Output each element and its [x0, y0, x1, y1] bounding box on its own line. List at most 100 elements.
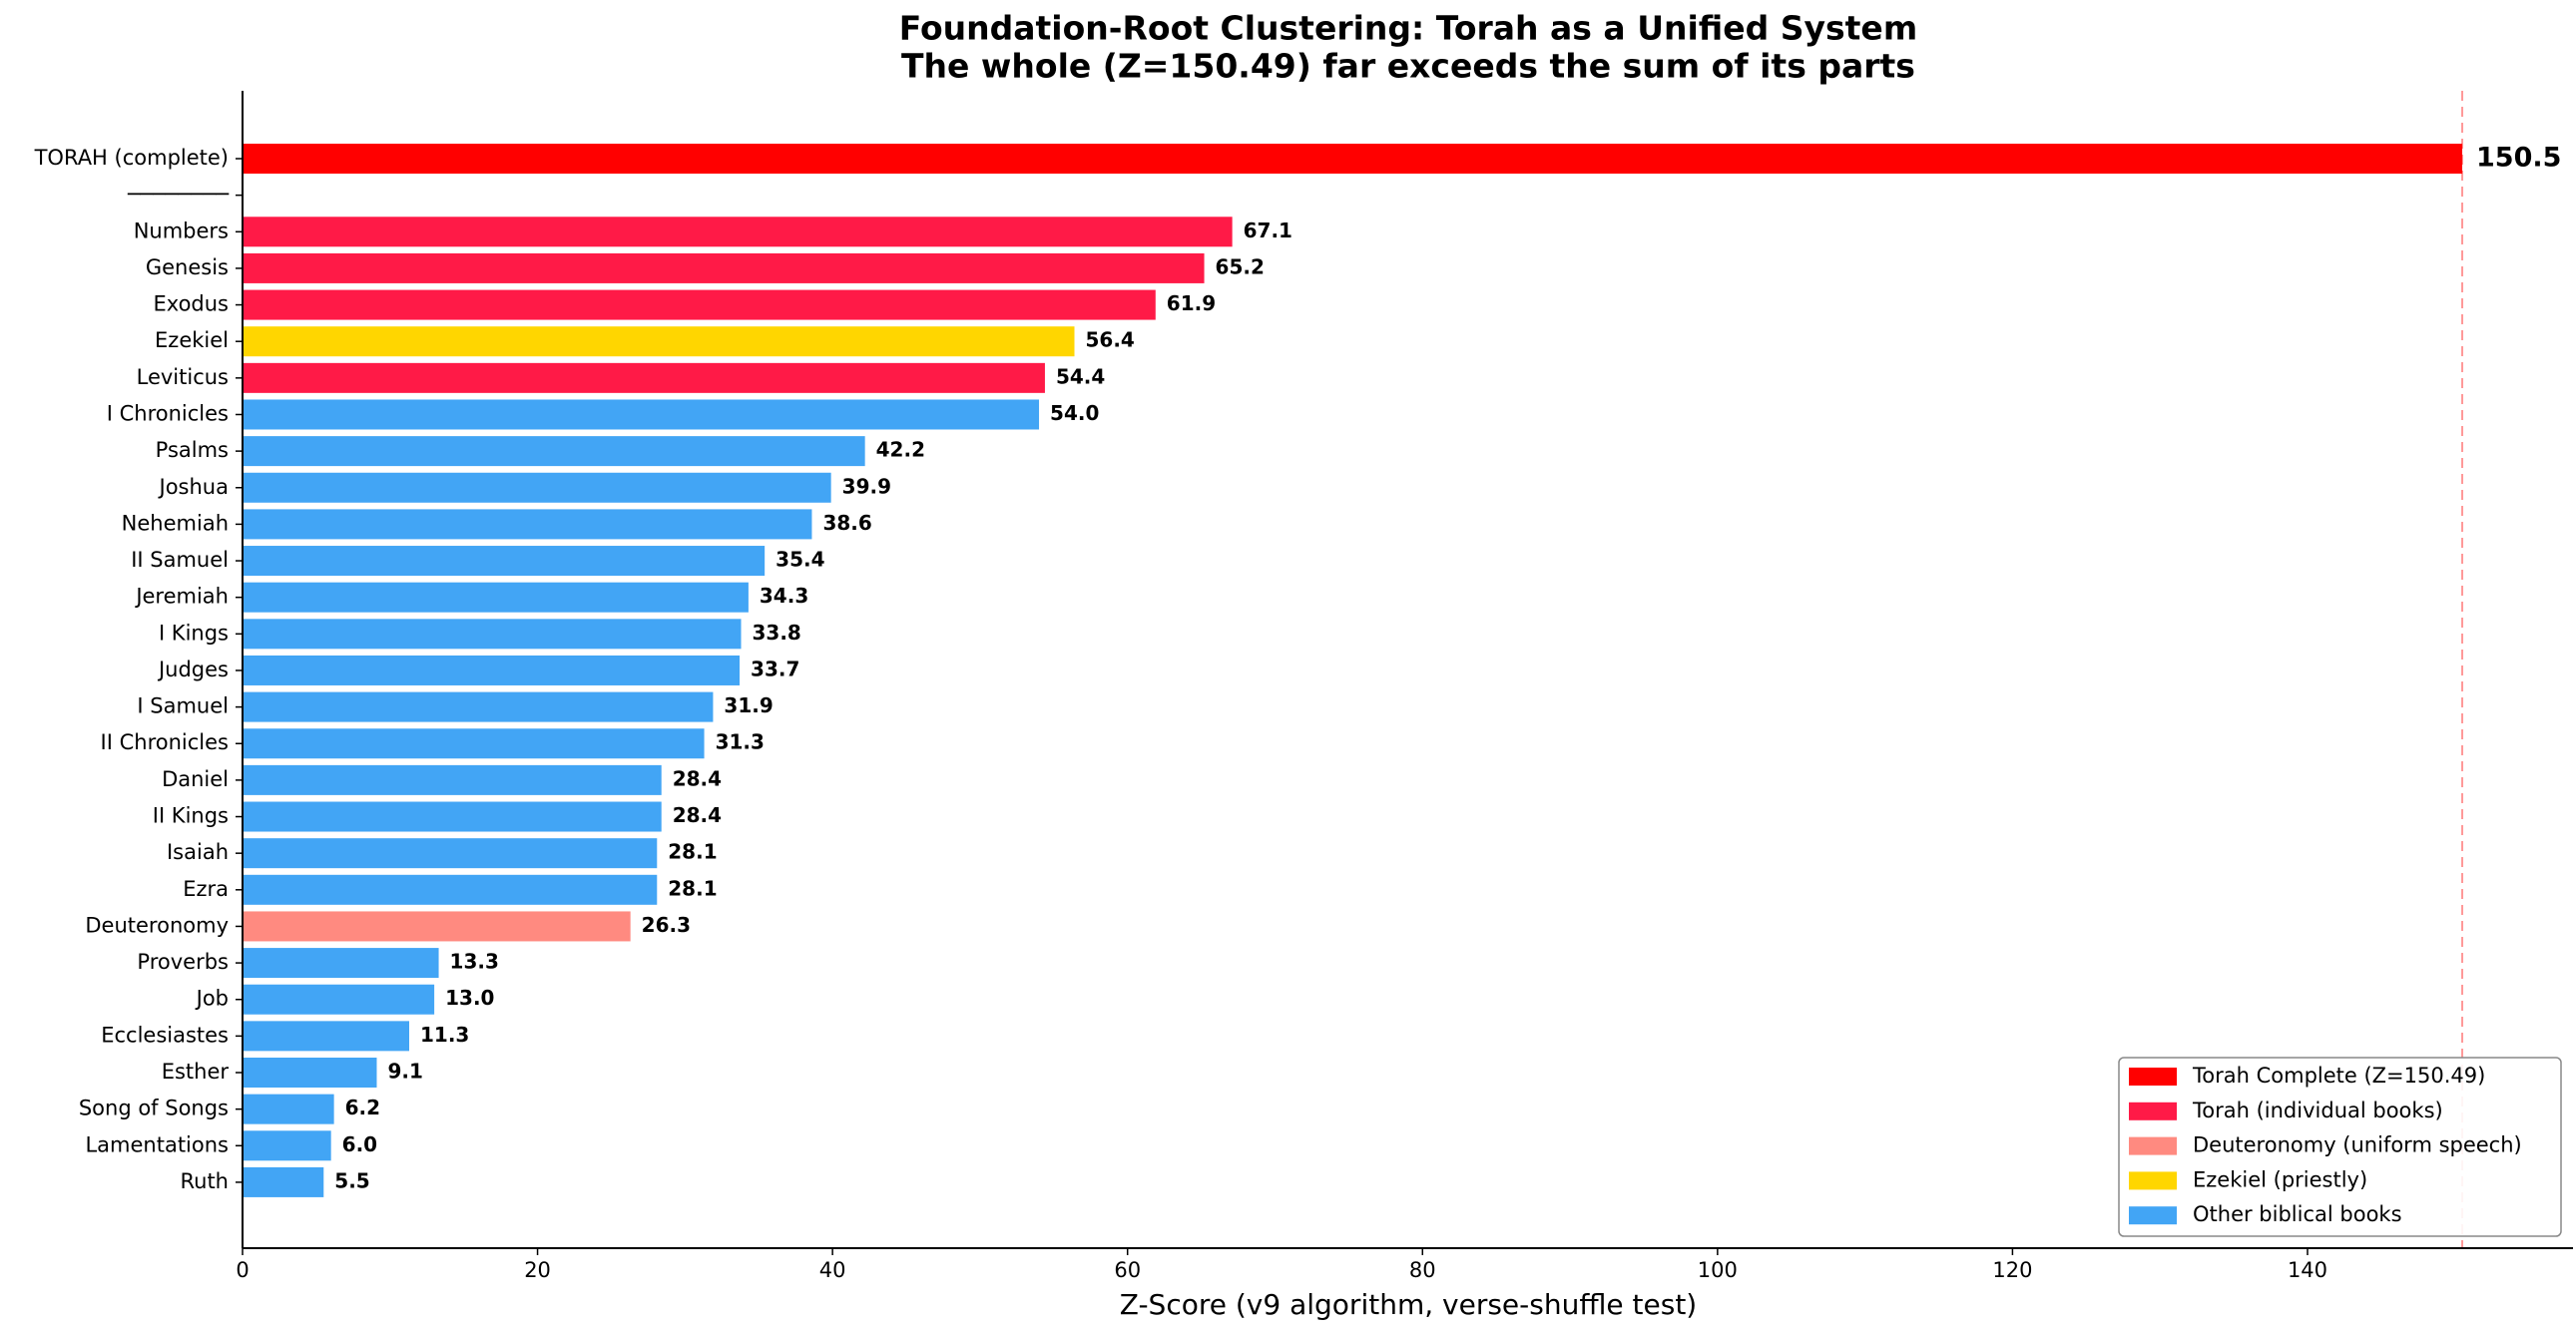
y-tick-label: Ezekiel [155, 328, 229, 352]
bar [243, 619, 742, 650]
bar [243, 362, 1045, 393]
bar [243, 1166, 324, 1197]
bar [243, 472, 831, 503]
value-label: 13.0 [445, 986, 494, 1010]
bar [243, 252, 1205, 283]
value-label: 11.3 [420, 1023, 469, 1047]
value-label: 33.7 [751, 657, 799, 680]
bar [243, 984, 435, 1015]
y-tick-label: I Kings [159, 621, 229, 645]
bar [243, 911, 631, 942]
y-tick-label: Leviticus [137, 365, 229, 389]
y-tick-label: I Samuel [137, 694, 229, 718]
value-label: 28.1 [668, 840, 717, 864]
y-tick-label: II Chronicles [101, 730, 229, 754]
value-label: 13.3 [450, 950, 499, 974]
y-tick-label: Proverbs [137, 950, 229, 974]
value-label: 35.4 [775, 548, 824, 572]
legend-label: Torah Complete (Z=150.49) [2192, 1064, 2485, 1088]
value-label: 31.3 [716, 730, 765, 754]
y-tick-label: Daniel [162, 767, 229, 791]
legend-swatch [2129, 1136, 2177, 1155]
value-label: 28.4 [673, 803, 722, 827]
y-tick-label: Deuteronomy [85, 913, 229, 937]
y-tick-label: ──────── [127, 183, 230, 207]
legend-swatch [2129, 1068, 2177, 1086]
x-axis-label: Z-Score (v9 algorithm, verse-shuffle tes… [1120, 1288, 1697, 1321]
value-label: 67.1 [1244, 219, 1292, 242]
bar [243, 399, 1040, 430]
value-label: 65.2 [1216, 254, 1265, 278]
bar [243, 546, 766, 577]
bar [243, 1021, 409, 1052]
value-label: 28.1 [668, 876, 717, 900]
y-tick-label: Esther [162, 1060, 230, 1084]
bar [243, 801, 662, 832]
value-label: 150.5 [2476, 143, 2561, 174]
y-tick-label: Isaiah [167, 840, 229, 864]
y-tick-label: Judges [157, 658, 229, 681]
legend-box [2118, 1057, 2562, 1237]
x-tick-label: 0 [236, 1258, 249, 1282]
bar [243, 217, 1233, 247]
value-label: 42.2 [876, 438, 925, 462]
value-label: 5.5 [334, 1168, 369, 1192]
y-tick-label: Numbers [134, 219, 229, 242]
value-label: 6.0 [342, 1132, 377, 1156]
bar [243, 1130, 331, 1161]
legend-label: Other biblical books [2193, 1202, 2402, 1226]
legend-swatch [2129, 1206, 2177, 1225]
x-tick-label: 80 [1409, 1258, 1436, 1282]
y-tick-label: TORAH (complete) [34, 146, 229, 170]
legend-swatch [2129, 1102, 2177, 1120]
x-tick-label: 120 [1992, 1258, 2032, 1282]
bar [243, 691, 714, 722]
value-label: 34.3 [760, 584, 808, 608]
y-tick-label: Ecclesiastes [101, 1023, 229, 1047]
y-tick-label: Psalms [156, 438, 229, 462]
value-label: 56.4 [1086, 328, 1135, 352]
x-tick-label: 100 [1698, 1258, 1738, 1282]
value-label: 6.2 [345, 1096, 380, 1119]
y-tick-label: Genesis [146, 255, 229, 279]
bar [243, 1058, 377, 1088]
value-label: 33.8 [753, 621, 801, 645]
bar [243, 144, 2463, 174]
y-tick-label: Ezra [183, 877, 229, 901]
bar [243, 509, 812, 540]
bar [243, 838, 658, 869]
legend-swatch [2129, 1171, 2177, 1190]
y-tick-label: II Samuel [131, 548, 229, 572]
value-label: 31.9 [724, 693, 773, 717]
legend-label: Torah (individual books) [2192, 1099, 2443, 1122]
y-tick-label: II Kings [153, 804, 229, 828]
bar [243, 1094, 334, 1124]
chart-title: Foundation-Root Clustering: Torah as a U… [899, 9, 1917, 48]
legend-label: Ezekiel (priestly) [2193, 1167, 2367, 1191]
y-tick-label: Song of Songs [79, 1097, 229, 1120]
value-label: 26.3 [642, 913, 691, 937]
y-tick-label: Lamentations [85, 1132, 229, 1156]
bar [243, 326, 1075, 357]
x-tick-label: 60 [1114, 1258, 1141, 1282]
bar [243, 874, 658, 905]
bar [243, 948, 439, 979]
x-tick-label: 140 [2288, 1258, 2327, 1282]
value-label: 61.9 [1167, 291, 1216, 315]
value-label: 54.4 [1056, 364, 1105, 388]
bar [243, 655, 741, 685]
bar [243, 764, 662, 795]
y-tick-label: Nehemiah [122, 511, 229, 535]
value-label: 28.4 [673, 766, 722, 790]
bar [243, 728, 705, 759]
y-tick-label: Job [195, 987, 229, 1011]
y-tick-label: Joshua [158, 475, 229, 499]
bar [243, 436, 865, 467]
y-tick-label: Ruth [180, 1169, 229, 1193]
value-label: 39.9 [842, 474, 891, 498]
value-label: 9.1 [387, 1060, 422, 1084]
chart-subtitle: The whole (Z=150.49) far exceeds the sum… [901, 47, 1915, 86]
y-tick-label: Jeremiah [134, 585, 229, 609]
x-tick-label: 40 [819, 1258, 846, 1282]
